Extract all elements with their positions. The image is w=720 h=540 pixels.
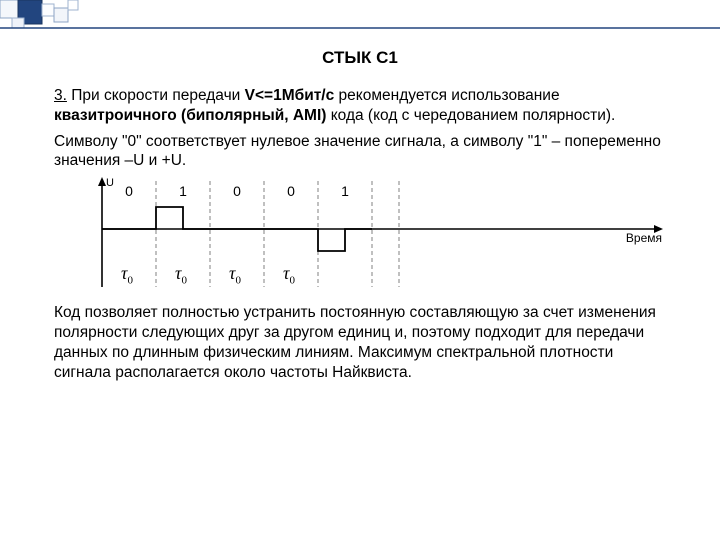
arrow-up-icon bbox=[98, 177, 106, 186]
page: СТЫК С1 3. При скорости передачи V<=1Мби… bbox=[0, 0, 720, 540]
arrow-right-icon bbox=[654, 225, 663, 233]
bit-label: 0 bbox=[267, 183, 315, 199]
page-title: СТЫК С1 bbox=[54, 48, 666, 68]
bit-label: 1 bbox=[321, 183, 369, 199]
bit-label: 0 bbox=[105, 183, 153, 199]
tau-label: τ0 bbox=[283, 263, 295, 287]
bit-label: 1 bbox=[159, 183, 207, 199]
item-number: 3. bbox=[54, 87, 67, 104]
time-axis-label: Время bbox=[626, 231, 662, 245]
tau-label: τ0 bbox=[229, 263, 241, 287]
bit-label: 0 bbox=[213, 183, 261, 199]
paragraph-3: Код позволяет полностью устранить постоя… bbox=[54, 303, 666, 382]
paragraph-2: Символу "0" соответствует нулевое значен… bbox=[54, 132, 666, 172]
paragraph-1: 3. При скорости передачи V<=1Мбит/с реко… bbox=[54, 86, 666, 126]
ami-diagram: U Время 01001 τ0τ0τ0τ0 bbox=[54, 177, 666, 297]
tau-label: τ0 bbox=[175, 263, 187, 287]
tau-label: τ0 bbox=[121, 263, 133, 287]
